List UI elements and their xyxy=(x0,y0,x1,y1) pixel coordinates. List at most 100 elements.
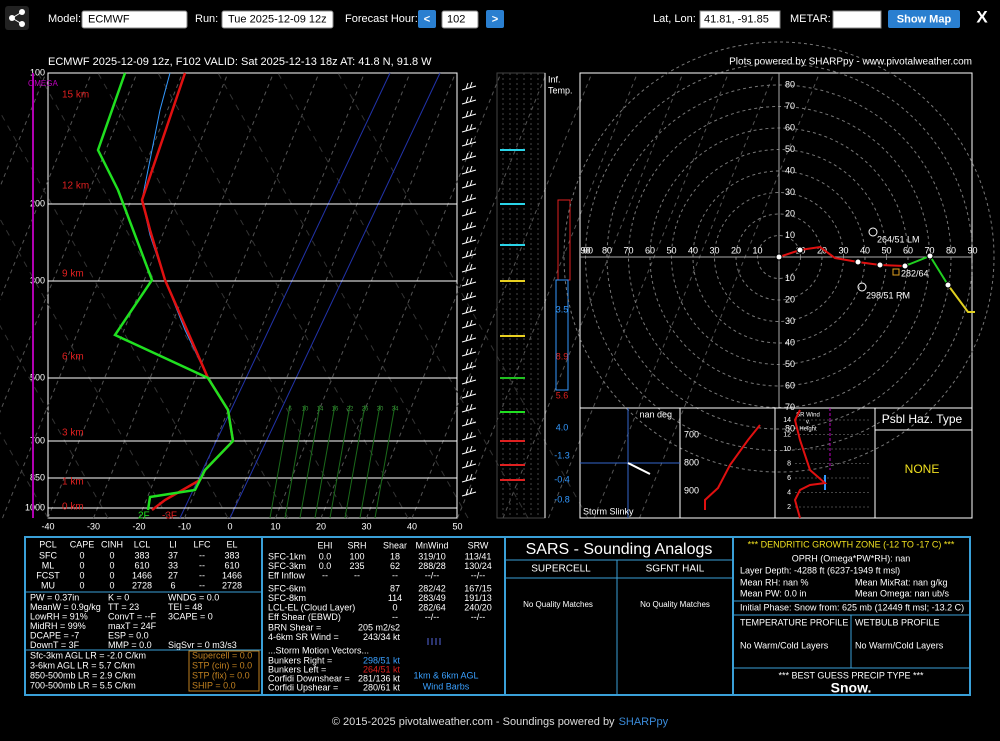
thermo-cell: 0 xyxy=(109,570,114,580)
tadv-tick: 900 xyxy=(684,485,699,495)
isotherm xyxy=(502,72,684,519)
hodo-trace xyxy=(947,284,975,313)
mixing-label: 14 xyxy=(317,407,324,413)
wind-barb xyxy=(469,81,473,89)
index-cell: MidRH = 99% xyxy=(30,621,86,631)
isotherm xyxy=(593,72,775,519)
kin-cell: SFC-1km xyxy=(268,551,306,561)
thermo-cell: 383 xyxy=(224,550,239,560)
kin-cell: 130/24 xyxy=(464,561,492,571)
index-cell: TT = 23 xyxy=(108,602,139,612)
thermo-header: PCL xyxy=(39,539,57,549)
lapse-rate: 3-6km AGL LR = 5.7 C/km xyxy=(30,660,135,670)
index-cell: WNDG = 0.0 xyxy=(168,592,219,602)
temp-label: -30 xyxy=(87,521,100,531)
hodo-tick: 90 xyxy=(580,245,590,255)
wind-barb xyxy=(461,323,477,329)
hodo-tick: 30 xyxy=(785,316,795,326)
hodo-tick: 40 xyxy=(785,337,795,347)
run-select[interactable] xyxy=(221,10,334,29)
wind-barb xyxy=(469,263,473,271)
temp-label: 30 xyxy=(361,521,371,531)
thermo-cell: ML xyxy=(42,560,55,570)
thermo-header: CAPE xyxy=(70,539,95,549)
hodo-point xyxy=(926,252,934,260)
srwind-title: SR Wind xyxy=(796,413,820,419)
wind-barb xyxy=(469,375,473,383)
hodo-tick: 70 xyxy=(623,245,633,255)
isotherm xyxy=(548,72,729,519)
wind-barb xyxy=(465,348,469,356)
hodo-tick: 30 xyxy=(785,187,795,197)
hodo-tick: 20 xyxy=(785,294,795,304)
wind-barb xyxy=(461,435,477,441)
wind-barb xyxy=(465,124,469,132)
mixing-label: 26 xyxy=(362,407,369,413)
index-cell: SigSvr = 0 m3/s3 xyxy=(168,640,237,650)
height-label: 1 km xyxy=(62,477,84,488)
hour-select[interactable] xyxy=(441,10,479,29)
footer-link[interactable]: SHARPpy xyxy=(619,716,669,728)
inftemp-value: 5.6 xyxy=(556,390,569,400)
wind-barb xyxy=(465,180,469,188)
thermo-cell: MU xyxy=(41,580,55,590)
model-select[interactable] xyxy=(81,10,188,29)
wind-barb xyxy=(465,474,469,482)
dgz-line: Layer Depth: -4288 ft (6237-1949 ft msl) xyxy=(740,565,900,575)
hodo-point xyxy=(876,261,884,269)
dry-adiabat xyxy=(0,111,229,519)
left-mover xyxy=(868,227,878,237)
wind-barb xyxy=(465,390,469,398)
metar-input[interactable] xyxy=(832,10,882,29)
thermo-header: LI xyxy=(169,539,177,549)
footer-text: © 2015-2025 pivotalweather.com - Soundin… xyxy=(332,716,615,728)
run-value: Tue 2025-12-09 12z xyxy=(228,13,327,25)
lapse-rate: 700-500mb LR = 5.5 C/km xyxy=(30,680,136,690)
kin-label: BRN Shear = xyxy=(268,622,321,632)
mixing-line xyxy=(269,404,291,519)
inftemp-box xyxy=(555,279,569,391)
tadv-profile xyxy=(704,424,761,510)
label: ECMWF 2025-12-09 12z, F102 VALID: Sat 20… xyxy=(48,56,432,68)
srwind-tick: 8 xyxy=(787,460,791,467)
wind-barb xyxy=(461,295,477,301)
sars-header: SGFNT HAIL xyxy=(646,564,705,575)
kin-cell: 62 xyxy=(390,561,400,571)
mixing-line xyxy=(299,404,321,519)
thermo-cell: 6 xyxy=(170,580,175,590)
next-button[interactable] xyxy=(486,10,504,28)
inftemp-value: 3.5 xyxy=(556,304,569,314)
kin-cell: SFC-6km xyxy=(268,583,306,593)
hodo-tick: 30 xyxy=(709,245,719,255)
close-button[interactable]: X xyxy=(976,7,988,26)
wind-barb xyxy=(461,183,477,189)
wind-barb xyxy=(469,235,473,243)
kin-cell: -- xyxy=(322,570,328,580)
kin-value: 205 m2/s2 xyxy=(358,622,400,632)
height-label: 15 km xyxy=(62,90,89,101)
kin-value: 264/51 kt xyxy=(363,664,401,674)
srwind-title: Height xyxy=(799,427,817,433)
thermo-cell: 383 xyxy=(134,550,149,560)
kin-cell: SFC-3km xyxy=(268,561,306,571)
prev-button[interactable] xyxy=(418,10,436,28)
srwind-tick: 2 xyxy=(787,504,791,511)
isotherm xyxy=(229,72,411,519)
wind-barb xyxy=(465,320,469,328)
dewpoint-profile xyxy=(96,72,235,511)
index-cell: 3CAPE = 0 xyxy=(168,611,213,621)
wind-barb xyxy=(469,417,473,425)
height-label: 3 km xyxy=(62,428,84,439)
share-button[interactable] xyxy=(5,6,29,30)
hodo-tick: 20 xyxy=(731,245,741,255)
wind-barb xyxy=(461,85,477,91)
srwind-profile xyxy=(793,409,828,519)
wind-barb xyxy=(465,404,469,412)
latlon-input[interactable] xyxy=(699,10,781,29)
wind-barb xyxy=(461,197,477,203)
composite-index: SHIP = 0.0 xyxy=(192,680,236,690)
wind-barb xyxy=(469,333,473,341)
kin-value: 280/61 kt xyxy=(363,682,401,692)
inftemp-header: Inf. xyxy=(548,74,561,84)
show-map-button[interactable] xyxy=(888,10,960,28)
